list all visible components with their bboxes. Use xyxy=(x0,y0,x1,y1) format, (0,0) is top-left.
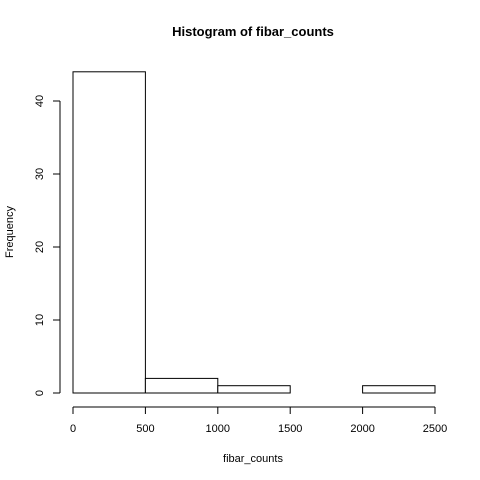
x-tick-label: 1000 xyxy=(206,423,230,435)
x-tick-label: 2500 xyxy=(423,423,447,435)
x-axis-label: fibar_counts xyxy=(223,453,283,465)
y-axis: 0 10 20 30 40 xyxy=(34,95,61,396)
y-tick-label: 0 xyxy=(34,390,46,396)
y-axis-label: Frequency xyxy=(4,206,16,258)
x-tick-label: 1500 xyxy=(278,423,302,435)
x-tick-label: 0 xyxy=(70,423,76,435)
histogram-bar xyxy=(217,385,291,394)
y-tick-label: 20 xyxy=(34,241,46,253)
y-tick-label: 40 xyxy=(34,95,46,107)
x-tick-label: 2000 xyxy=(350,423,374,435)
y-tick-label: 10 xyxy=(34,314,46,326)
x-tick-label: 500 xyxy=(136,423,154,435)
histogram-bar xyxy=(144,377,219,394)
bars-group xyxy=(72,71,436,394)
x-axis: 0 500 1000 1500 2000 2500 xyxy=(70,406,447,435)
chart-title: Histogram of fibar_counts xyxy=(172,24,334,39)
y-tick-label: 30 xyxy=(34,168,46,180)
histogram-bar xyxy=(72,71,146,394)
histogram-bar xyxy=(362,385,436,394)
